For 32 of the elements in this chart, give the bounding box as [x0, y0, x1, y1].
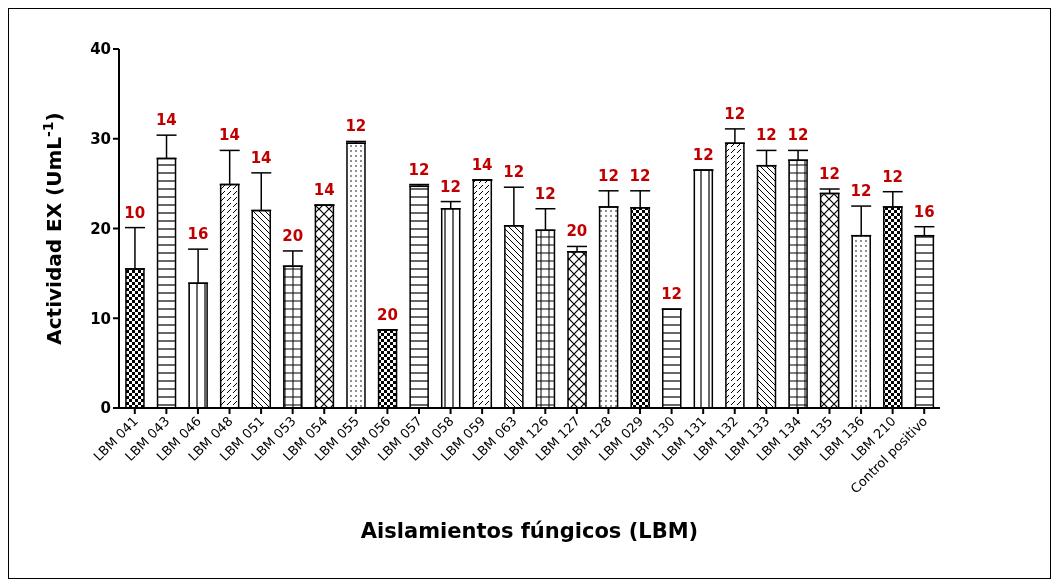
- annotation: 14: [219, 126, 240, 145]
- annotation: 14: [155, 111, 177, 130]
- annotation: 12: [724, 104, 746, 123]
- annotation: 12: [534, 184, 556, 203]
- annotation: 12: [408, 160, 430, 179]
- y-tick-label: 20: [90, 219, 111, 238]
- annotation: 10: [124, 203, 146, 222]
- y-tick-label: 0: [100, 399, 111, 418]
- annotation: 12: [787, 126, 809, 145]
- annotation: 12: [345, 117, 367, 136]
- annotation: 12: [598, 166, 619, 185]
- annotation: 14: [471, 156, 493, 175]
- annotation: 16: [187, 225, 209, 244]
- annotation: 12: [440, 177, 461, 196]
- annotation: 12: [850, 182, 872, 201]
- annotation: 12: [661, 285, 683, 304]
- annotation: 12: [629, 166, 651, 185]
- annotation: 12: [503, 163, 525, 182]
- annotation: 14: [313, 181, 335, 200]
- annotation: 20: [282, 226, 304, 245]
- annotation: 14: [250, 148, 272, 167]
- annotation: 12: [692, 146, 714, 165]
- annotation: 12: [819, 165, 840, 184]
- y-tick-label: 30: [90, 130, 111, 149]
- annotation: 20: [376, 305, 398, 324]
- annotation: 20: [566, 222, 588, 241]
- y-tick-label: 40: [90, 40, 111, 59]
- annotation: 12: [755, 126, 777, 145]
- y-tick-label: 10: [90, 309, 111, 328]
- annotation: 16: [913, 202, 935, 221]
- annotation: 12: [882, 167, 904, 186]
- x-axis-title: Aislamientos fúngicos (LBM): [360, 519, 699, 543]
